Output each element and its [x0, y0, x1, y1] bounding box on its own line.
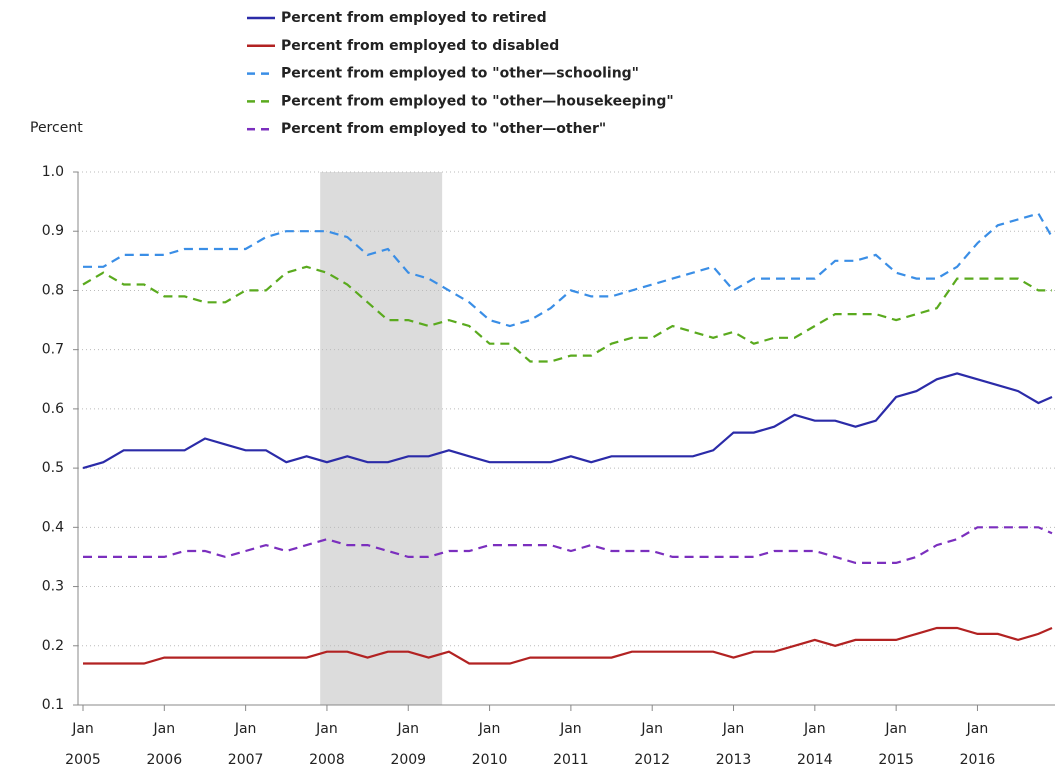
y-tick-label: 0.4: [42, 519, 64, 535]
x-tick-label: Jan 2005: [65, 721, 101, 768]
x-tick-label: Jan 2010: [472, 721, 508, 768]
series-line: [83, 526, 1053, 564]
series-line: [83, 626, 1053, 665]
series-line: [82, 265, 1052, 363]
y-tick-label: 1.0: [42, 164, 64, 180]
y-tick-label: 0.9: [42, 223, 64, 239]
y-tick-label: 0.7: [42, 342, 64, 358]
legend-label: Percent from employed to disabled: [281, 38, 559, 54]
x-tick-label: Jan 2013: [716, 721, 752, 768]
legend-label: Percent from employed to retired: [281, 10, 547, 26]
x-tick-label: Jan 2015: [878, 721, 914, 768]
legend-label: Percent from employed to "other—housekee…: [281, 93, 674, 109]
x-tick-label: Jan 2006: [146, 721, 182, 768]
x-tick-label: Jan 2007: [228, 721, 264, 768]
x-tick-label: Jan 2008: [309, 721, 345, 768]
x-tick-label: Jan 2011: [553, 721, 589, 768]
y-tick-label: 0.6: [42, 401, 64, 417]
x-tick-label: Jan 2016: [960, 721, 996, 768]
series-line: [83, 212, 1053, 328]
x-tick-label: Jan 2014: [797, 721, 833, 768]
y-tick-label: 0.8: [42, 282, 64, 298]
y-tick-label: 0.2: [42, 638, 64, 654]
y-tick-label: 0.3: [42, 579, 64, 595]
x-tick-label: Jan 2012: [634, 721, 670, 768]
legend-label: Percent from employed to "other—other": [281, 121, 606, 137]
legend-label: Percent from employed to "other—schoolin…: [281, 66, 639, 82]
y-tick-label: 0.5: [42, 460, 64, 476]
y-tick-label: 0.1: [42, 697, 64, 713]
x-tick-label: Jan 2009: [390, 721, 426, 768]
y-axis-label: Percent: [30, 120, 83, 136]
recession-shade: [320, 172, 443, 705]
series-line: [82, 372, 1053, 470]
